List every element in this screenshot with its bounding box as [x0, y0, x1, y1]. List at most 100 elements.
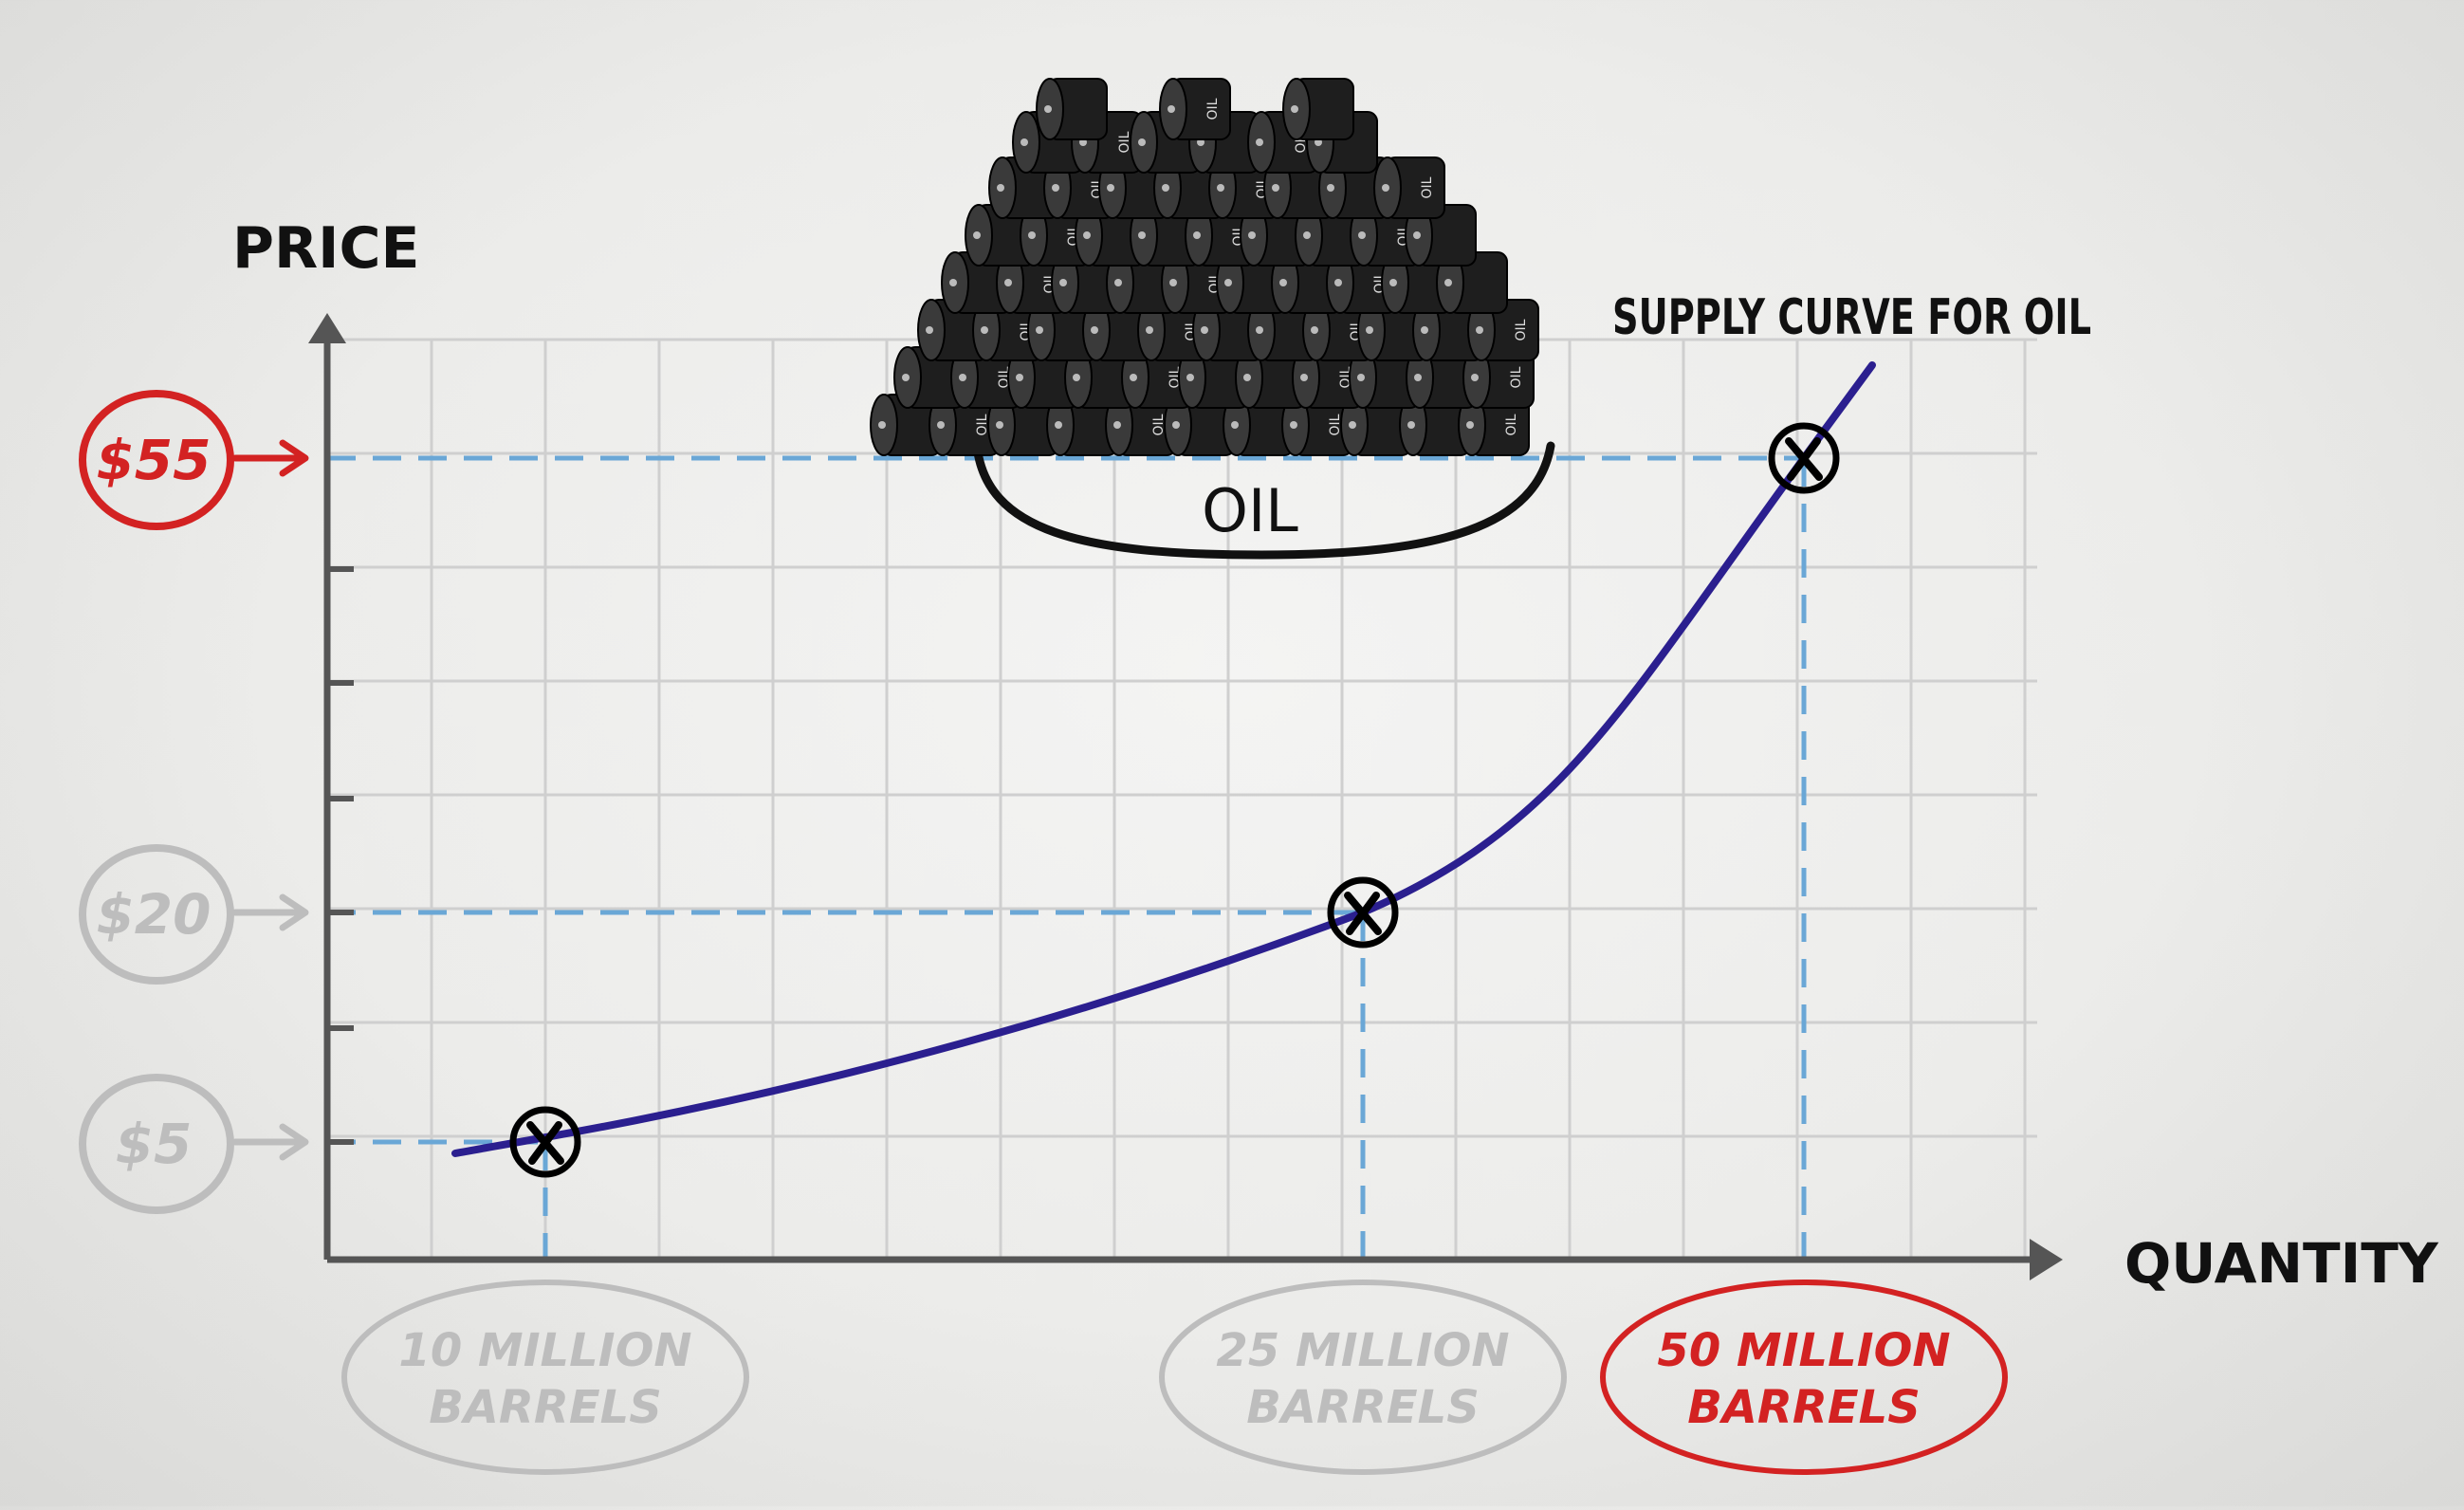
barrel-cap — [1303, 231, 1311, 239]
barrel-cap — [1256, 138, 1263, 146]
oil-barrel — [1064, 346, 1136, 409]
barrel-label: OIL — [1151, 414, 1167, 435]
price-label-circle — [79, 1074, 234, 1214]
oil-barrel — [1164, 394, 1236, 456]
barrel-cap — [1036, 326, 1043, 334]
barrel-label: OIL — [1205, 98, 1221, 120]
y-axis-arrow — [308, 313, 346, 343]
price-label-text: $55 — [96, 428, 211, 492]
oil-barrel — [917, 299, 989, 361]
marker-circle — [509, 1106, 581, 1178]
oil-barrel — [1036, 78, 1108, 140]
barrel-cap — [1413, 231, 1421, 239]
oil-barrel — [1349, 346, 1421, 409]
marker-cross-b — [528, 1121, 562, 1165]
barrel-cap — [1414, 374, 1422, 381]
barrel-cap — [1055, 421, 1062, 429]
barrel-cap — [1107, 184, 1114, 192]
barrel-cap — [996, 421, 1003, 429]
oil-barrel — [1340, 394, 1412, 456]
barrel-cap — [981, 326, 988, 334]
barrel-cap — [1193, 231, 1201, 239]
oil-barrel: OIL — [1159, 78, 1231, 140]
oil-barrel: OIL — [1020, 204, 1092, 267]
price-label-arrow-head — [279, 1123, 309, 1161]
barrel-cap — [1172, 421, 1180, 429]
barrel-cap — [1300, 374, 1308, 381]
barrel-cap — [1476, 326, 1483, 334]
oil-label: OIL — [1202, 476, 1298, 545]
barrel-cap — [1311, 326, 1318, 334]
barrel-cap — [1256, 326, 1263, 334]
barrel-cap — [949, 279, 957, 286]
oil-barrel: OIL — [1458, 394, 1530, 456]
barrel-label: OIL — [1504, 414, 1519, 435]
oil-barrel — [1436, 251, 1508, 314]
price-labels: $5 $20 $55 — [79, 390, 309, 1214]
barrel-cap — [1291, 105, 1298, 113]
barrel-cap — [1162, 184, 1169, 192]
chart-title: SUPPLY CURVE FOR OIL — [1612, 289, 2091, 346]
barrel-cap — [1004, 279, 1012, 286]
barrel-cap — [878, 421, 886, 429]
data-point-marker — [509, 1106, 581, 1178]
y-axis-title: PRICE — [232, 215, 420, 282]
oil-barrel — [870, 394, 942, 456]
data-point-marker — [1768, 422, 1840, 494]
price-label-circle — [79, 390, 234, 530]
barrel-label: OIL — [1514, 319, 1529, 341]
barrel-cap — [1290, 421, 1297, 429]
oil-bracket — [972, 441, 1555, 560]
data-point-markers — [509, 422, 1840, 1178]
barrel-cap — [1091, 326, 1098, 334]
barrel-cap — [1138, 231, 1146, 239]
price-label: $55 — [79, 390, 309, 530]
chart-axes — [308, 313, 2063, 1280]
quantity-label-line1: 10 MILLION — [398, 1324, 691, 1377]
x-axis-arrow — [2030, 1239, 2063, 1280]
oil-barrel — [1130, 204, 1202, 267]
barrel-cap — [902, 374, 910, 381]
barrel-cap — [1421, 326, 1428, 334]
barrel-cap — [1186, 374, 1194, 381]
barrel-cap — [1243, 374, 1251, 381]
oil-barrel: OIL — [1373, 157, 1445, 219]
barrel-label: OIL — [1117, 131, 1132, 153]
oil-barrel — [1295, 204, 1367, 267]
barrel-cap — [1471, 374, 1479, 381]
oil-barrel: OIL — [1281, 394, 1353, 456]
barrel-cap — [1272, 184, 1279, 192]
barrel-cap — [959, 374, 966, 381]
barrel-cap — [1016, 374, 1023, 381]
barrel-cap — [1201, 326, 1208, 334]
marker-circle — [1768, 422, 1840, 494]
barrel-cap — [1357, 374, 1365, 381]
oil-barrel: OIL — [1302, 299, 1374, 361]
quantity-label-line1: 50 MILLION — [1657, 1324, 1950, 1377]
barrel-cap — [1130, 374, 1137, 381]
barrel-cap — [1217, 184, 1224, 192]
oil-barrel — [1192, 299, 1264, 361]
barrel-cap — [997, 184, 1004, 192]
barrel-cap — [1444, 279, 1452, 286]
oil-barrel — [1051, 251, 1123, 314]
barrel-cap — [1021, 138, 1028, 146]
barrel-cap — [1052, 184, 1059, 192]
x-axis-title: QUANTITY — [2124, 1231, 2439, 1296]
barrel-cap — [1231, 421, 1239, 429]
oil-barrel — [1412, 299, 1484, 361]
barrel-cap — [1248, 231, 1256, 239]
barrel-cap — [1382, 184, 1389, 192]
barrel-cap — [1073, 374, 1080, 381]
oil-barrel: OIL — [1467, 299, 1539, 361]
barrel-cap — [1113, 421, 1121, 429]
barrel-cap — [1366, 326, 1373, 334]
oil-barrel — [1027, 299, 1099, 361]
barrel-cap — [1466, 421, 1474, 429]
barrel-cap — [1168, 105, 1175, 113]
barrel-cap — [937, 421, 945, 429]
oil-barrel — [1082, 299, 1154, 361]
quantity-label-line2: BARRELS — [1246, 1381, 1480, 1434]
quantity-label-line2: BARRELS — [429, 1381, 662, 1434]
